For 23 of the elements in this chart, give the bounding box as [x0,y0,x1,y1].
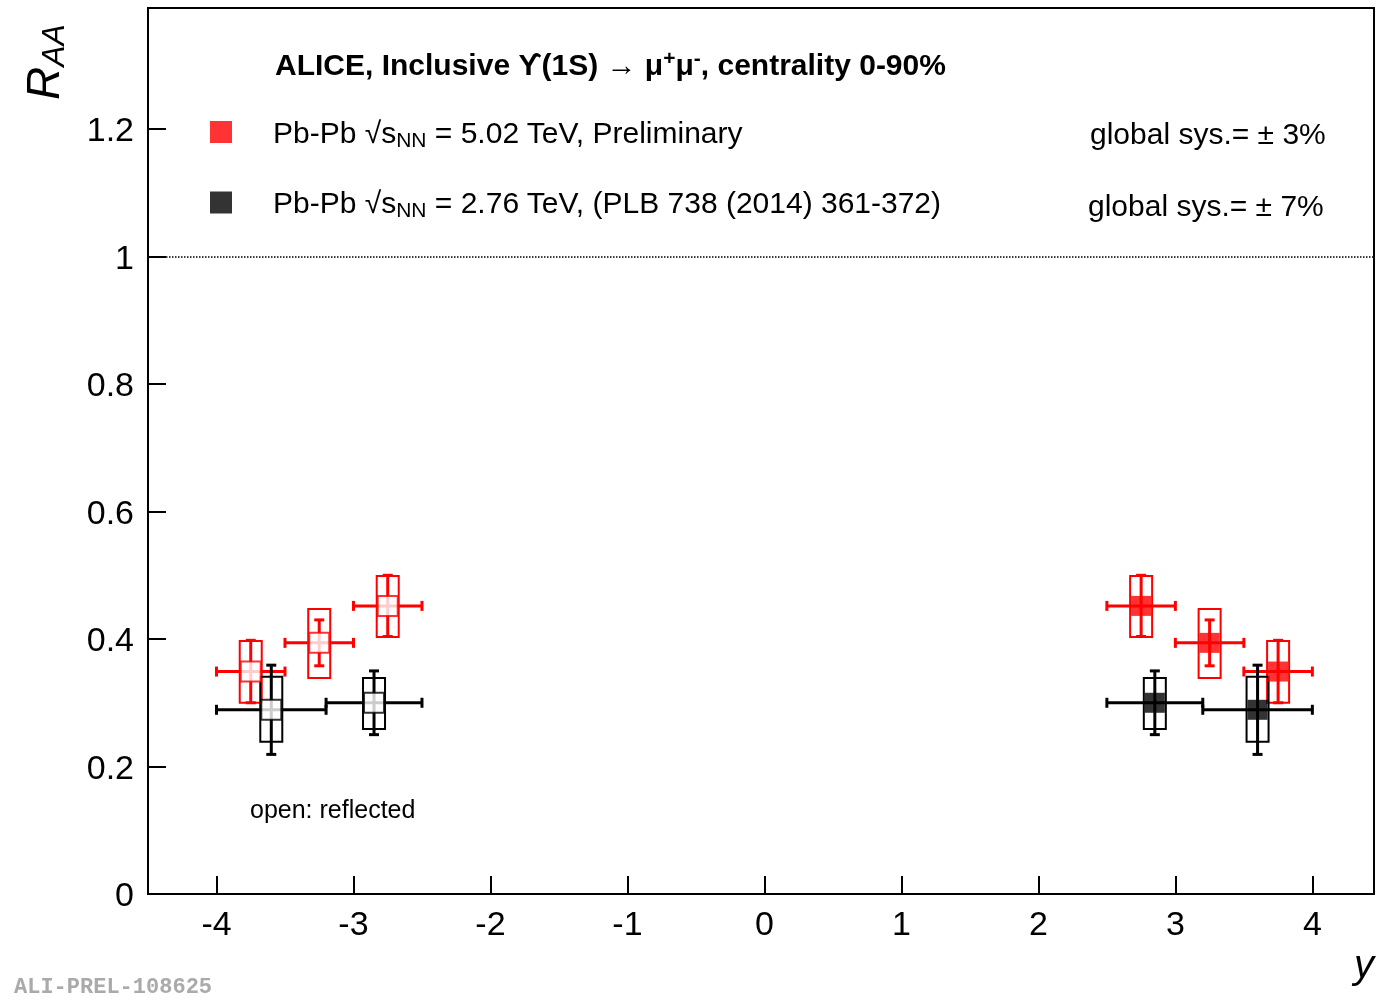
y-tick-label: 0.4 [86,620,134,659]
y-tick-label: 0.2 [86,747,134,786]
annotation: global sys.= ± 3% [1090,116,1326,150]
y-tick-label: 1.2 [86,110,134,149]
y-tick-label: 1 [115,237,134,276]
annotation: global sys.= ± 7% [1088,188,1324,222]
x-tick-label: 2 [1028,904,1048,942]
annotation: open: reflected [250,794,416,823]
x-tick-label: 3 [1165,904,1185,942]
y-tick-label: 0 [115,875,134,913]
x-tick-label: 0 [754,904,774,942]
x-tick-label: 1 [891,904,911,942]
x-axis-title: y [1351,942,1377,986]
text: ALI-PREL-108625 [14,974,213,1000]
x-tick-label: -1 [612,904,643,942]
text: ALICE, Inclusive ϒ(1S) → μ+μ-, centrality 0-90% [275,46,946,81]
y-tick-label: 0.8 [86,365,134,404]
x-tick-label: -2 [475,904,506,942]
y-tick-label: 0.6 [86,492,134,531]
x-tick-label: -4 [201,904,232,942]
x-tick-label: 4 [1302,904,1322,942]
y-axis-title: RAA [16,24,71,100]
x-tick-label: -3 [338,904,369,942]
